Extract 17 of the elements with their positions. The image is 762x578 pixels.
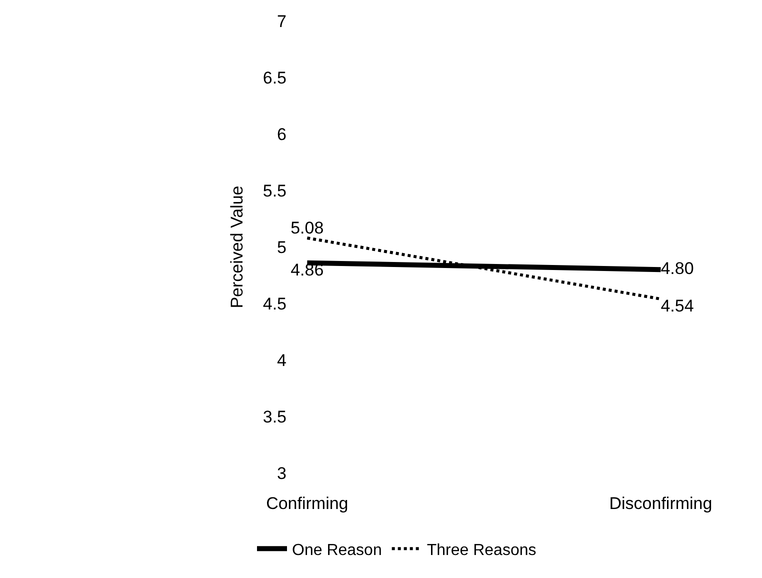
y-tick-label: 4	[277, 350, 287, 370]
legend-label: One Reason	[292, 542, 382, 559]
y-tick-label: 4.5	[262, 294, 287, 314]
data-label: 4.80	[660, 258, 694, 278]
y-tick-label: 3.5	[262, 407, 287, 426]
y-tick-label: 6.5	[262, 68, 287, 88]
data-label: 4.54	[660, 296, 694, 316]
legend-label: Three Reasons	[426, 542, 536, 559]
y-tick-label: 5.5	[262, 181, 287, 200]
y-tick-label: 6	[277, 124, 287, 144]
x-tick-label: Confirming	[266, 494, 348, 513]
data-label: 5.08	[290, 218, 324, 238]
y-axis-title: Perceived Value	[227, 186, 246, 308]
x-tick-label: Disconfirming	[609, 494, 712, 513]
y-tick-label: 5	[277, 238, 287, 257]
y-tick-label: 7	[277, 12, 287, 31]
y-tick-label: 3	[277, 464, 287, 483]
